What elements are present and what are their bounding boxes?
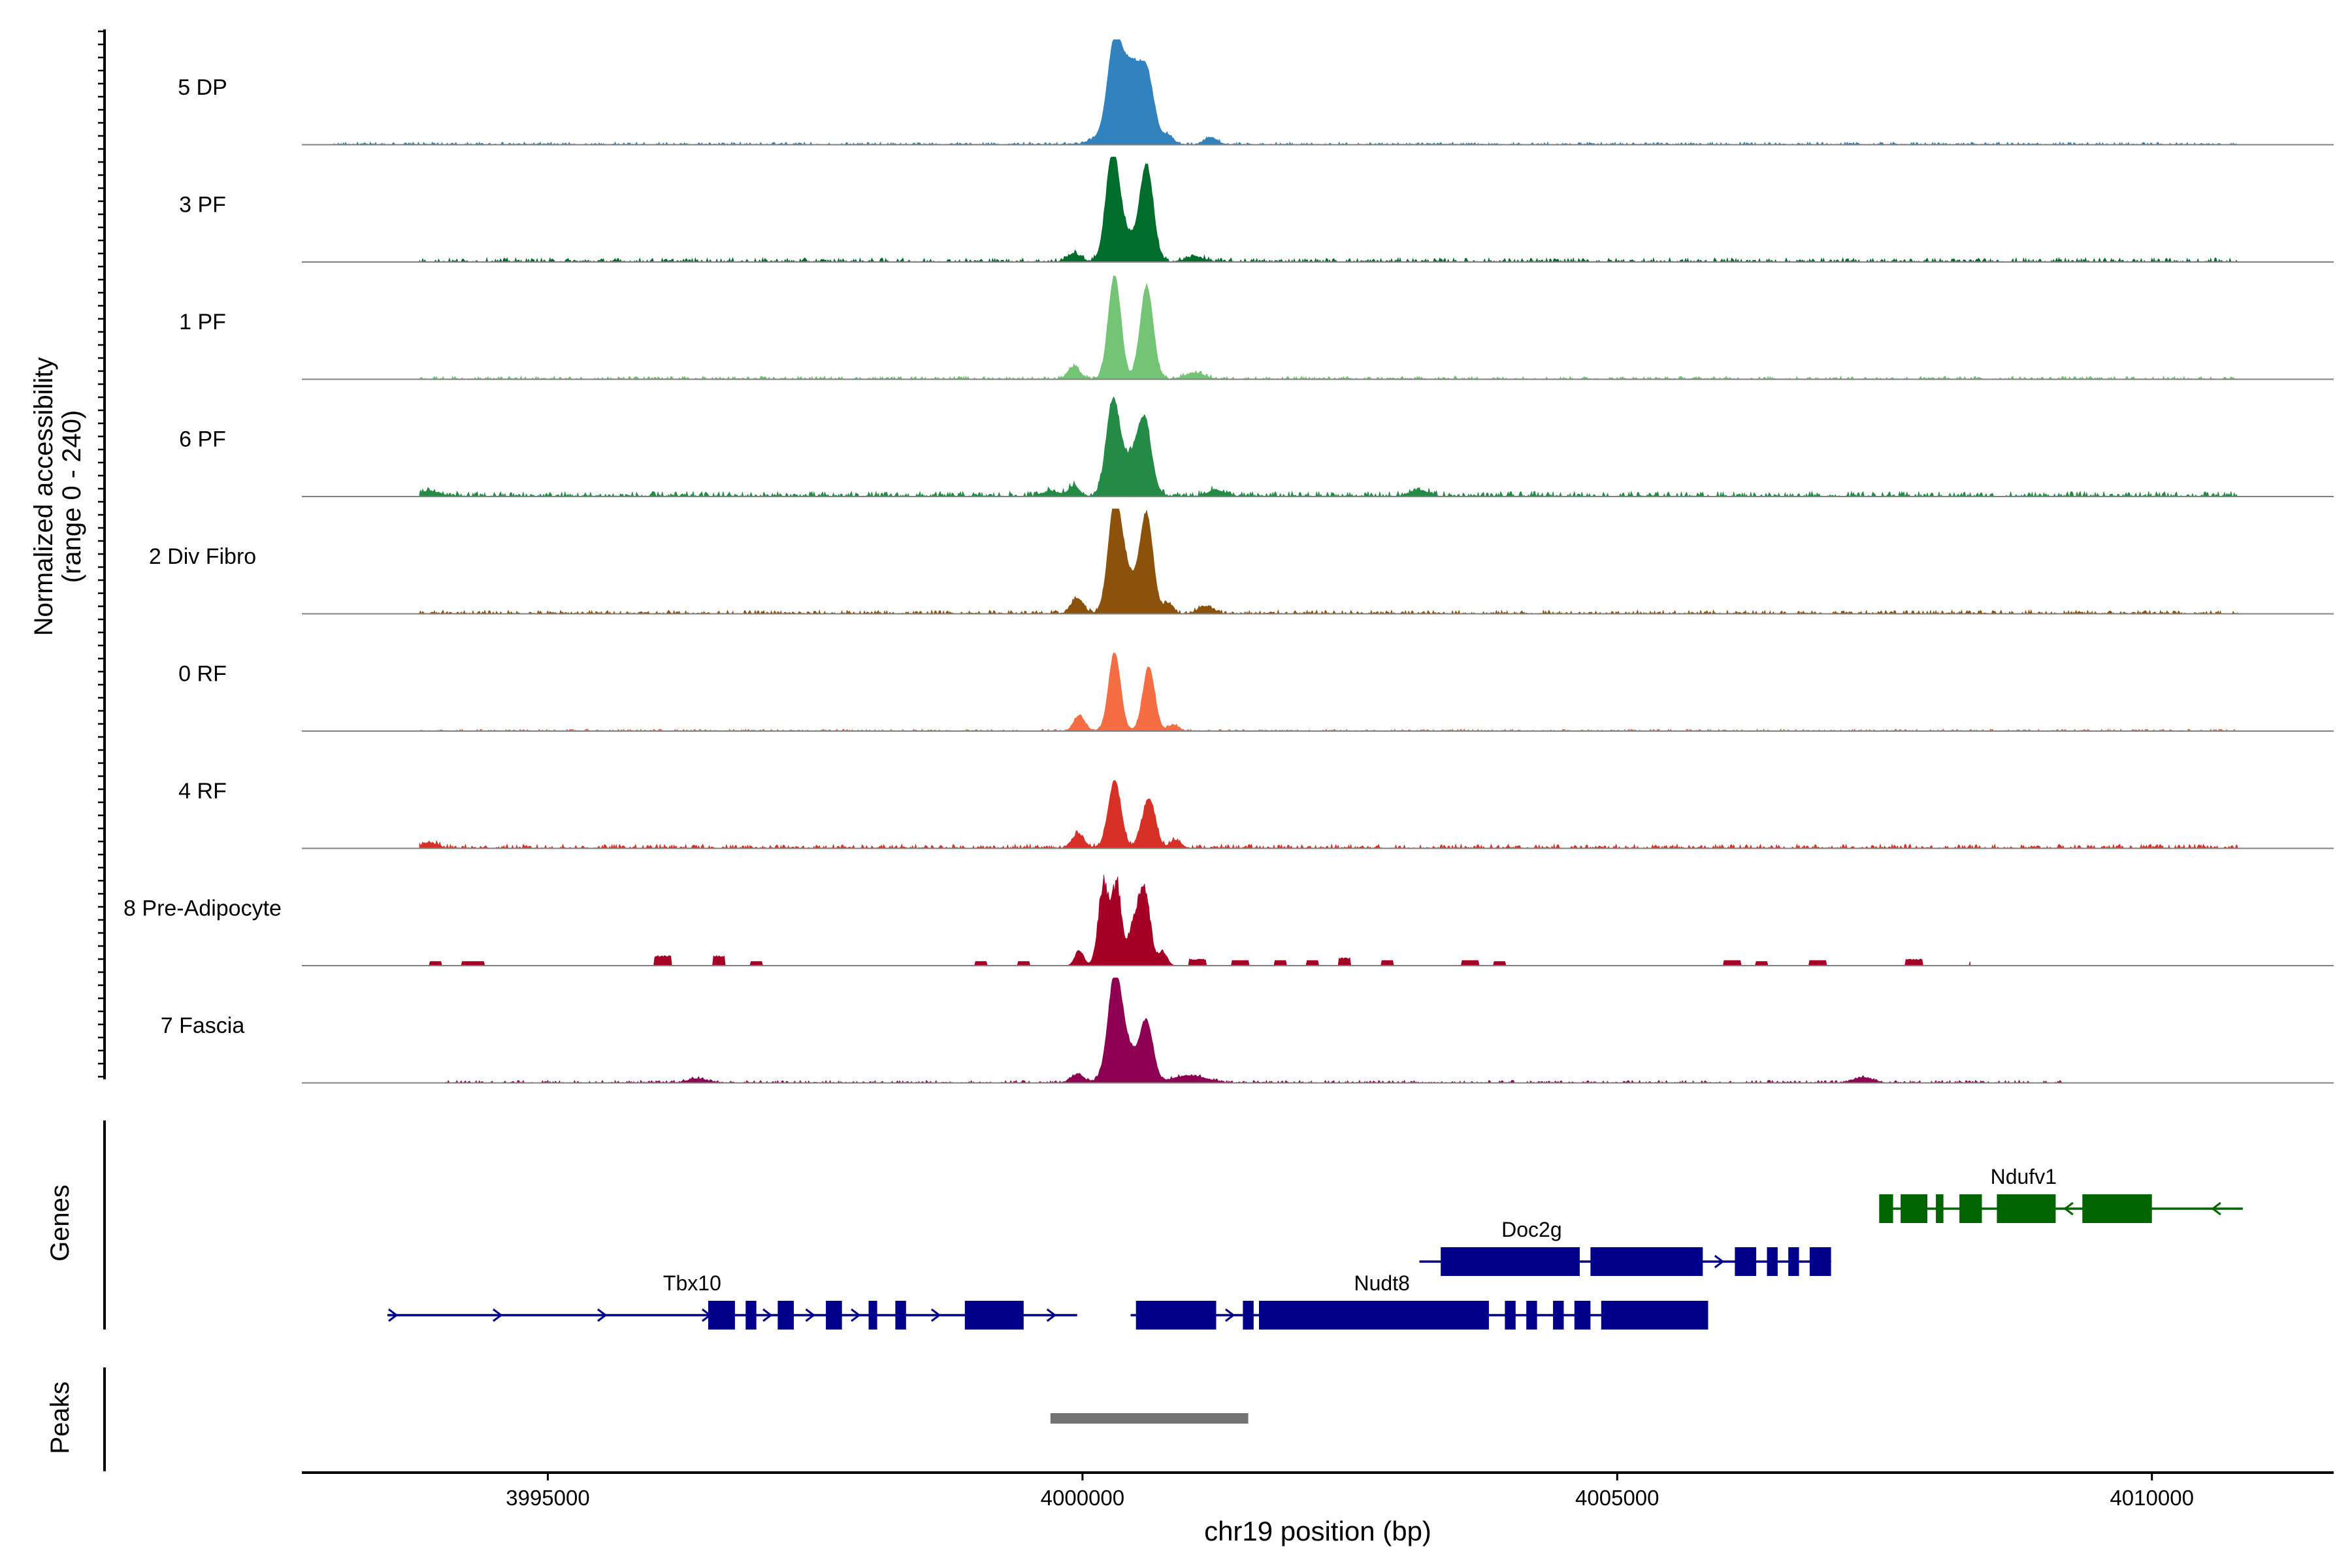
strand-arrow [762, 1308, 773, 1322]
track-9-coverage-area [440, 977, 2066, 1084]
strand-arrow [1225, 1308, 1235, 1322]
strand-arrow [1714, 1254, 1725, 1269]
gene-exon [895, 1301, 906, 1330]
track-2: 3 PF [179, 156, 2334, 263]
track-label: 0 RF [178, 662, 227, 687]
gene-exon [1936, 1194, 1944, 1223]
gene-exon [1809, 1247, 1831, 1276]
track-label: 8 Pre-Adipocyte [123, 896, 282, 921]
gene-label: Tbx10 [663, 1271, 721, 1295]
strand-arrow [851, 1308, 861, 1322]
gene-ndufv1: Ndufv1 [1879, 1165, 2243, 1223]
x-tick-label: 4000000 [1041, 1486, 1124, 1510]
x-axis: 3995000 4000000 4005000 4010000 [302, 1471, 2334, 1510]
track-1: 5 DP [178, 39, 2334, 146]
gene-nudt8: Nudt8 [1130, 1271, 1708, 1330]
gene-exon [1735, 1247, 1757, 1276]
gene-exon [1526, 1301, 1537, 1330]
track-8: 8 Pre-Adipocyte [123, 874, 2334, 966]
gene-doc2g: Doc2g [1419, 1218, 1831, 1276]
gene-exon [1553, 1301, 1564, 1330]
gene-exon [1243, 1301, 1254, 1330]
x-axis-title: chr19 position (bp) [1204, 1516, 1431, 1546]
track-label: 3 PF [179, 193, 226, 218]
gene-exon [1788, 1247, 1799, 1276]
track-3: 1 PF [179, 274, 2334, 380]
strand-arrow [388, 1308, 399, 1322]
track-5: 2 Div Fibro [149, 508, 2334, 615]
strand-arrow [930, 1308, 941, 1322]
gene-tbx10: Tbx10 [387, 1271, 1077, 1330]
gene-exon [1259, 1301, 1489, 1330]
peaks-panel-label: Peaks [46, 1381, 74, 1454]
gene-exon [1574, 1301, 1591, 1330]
genes-panel-label: Genes [46, 1184, 74, 1262]
coverage-tracks: 5 DP 3 PF 1 PF 6 PF 2 Div Fibro 0 RF 4 RF 8 Pre… [123, 39, 2334, 1084]
gene-exon [1441, 1247, 1580, 1276]
strand-arrow [2211, 1201, 2221, 1216]
strand-arrow [1046, 1308, 1057, 1322]
x-tick-label: 4005000 [1575, 1486, 1659, 1510]
y-axis-label-line2: (range 0 - 240) [57, 410, 86, 583]
gene-exon [826, 1301, 842, 1330]
gene-label: Doc2g [1501, 1218, 1562, 1241]
gene-exon [964, 1301, 1024, 1330]
track-label: 5 DP [178, 75, 227, 100]
strand-arrow [597, 1308, 608, 1322]
gene-exon [1767, 1247, 1778, 1276]
gene-exon [1601, 1301, 1708, 1330]
gene-exon [1590, 1247, 1703, 1276]
track-label: 7 Fascia [161, 1013, 245, 1038]
track-label: 1 PF [179, 310, 226, 335]
gene-exon [708, 1301, 735, 1330]
track-9: 7 Fascia [161, 977, 2334, 1084]
gene-exon [1959, 1194, 1982, 1223]
y-axis-left [98, 29, 106, 1079]
track-6: 0 RF [178, 652, 2334, 732]
track-label: 4 RF [178, 779, 227, 804]
genes-panel: Ndufv1 Doc2g Tbx10 Nudt8 [103, 1120, 2243, 1330]
peak-region [1050, 1413, 1249, 1424]
peaks-panel [103, 1367, 1249, 1471]
track-4: 6 PF [179, 396, 2334, 498]
track-7: 4 RF [178, 779, 2334, 849]
gene-exon [1901, 1194, 1927, 1223]
gene-exon [777, 1301, 794, 1330]
gene-exon [2082, 1194, 2152, 1223]
strand-arrow [805, 1308, 815, 1322]
gene-exon [1997, 1194, 2056, 1223]
gene-label: Nudt8 [1354, 1271, 1410, 1295]
track-label: 2 Div Fibro [149, 544, 256, 569]
track-label: 6 PF [179, 427, 226, 452]
x-tick-label: 3995000 [506, 1486, 589, 1510]
gene-exon [1135, 1301, 1217, 1330]
gene-exon [1879, 1194, 1893, 1223]
gene-exon [745, 1301, 757, 1330]
gene-exon [868, 1301, 877, 1330]
strand-arrow [493, 1308, 503, 1322]
gene-exon [1505, 1301, 1516, 1330]
x-tick-label: 4010000 [2110, 1486, 2193, 1510]
gene-label: Ndufv1 [1991, 1165, 2057, 1188]
strand-arrow [2063, 1201, 2074, 1216]
y-axis-label-line1: Normalized accessibility [29, 357, 58, 636]
